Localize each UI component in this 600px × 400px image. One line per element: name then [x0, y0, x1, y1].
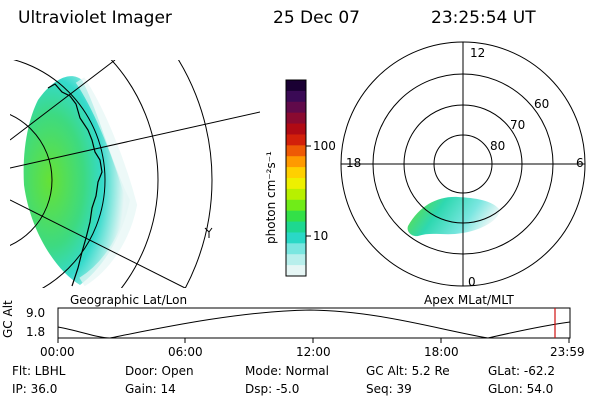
color-scale-bar — [286, 80, 306, 277]
colorbar-swatch — [286, 101, 306, 114]
time-tick-0600: 06:00 — [168, 345, 203, 359]
colorbar-swatch — [286, 145, 306, 157]
colorbar-swatch — [286, 167, 306, 179]
altitude-axis-label: GC Alt — [1, 300, 15, 338]
aurora-oval — [407, 196, 500, 237]
colorbar-unit-label: photon cm⁻²s⁻¹ — [264, 151, 278, 244]
colorbar-tick-100: 100 — [313, 139, 336, 153]
colorbar-swatch — [286, 112, 306, 125]
door-label: Door: Open — [125, 364, 194, 378]
colorbar-swatch — [286, 123, 306, 135]
glat-label: GLat: -62.2 — [488, 364, 555, 378]
mlt-label-12: 12 — [470, 46, 486, 60]
colorbar-swatch — [286, 178, 306, 190]
colorbar-swatch — [286, 221, 306, 233]
mlt-label-0: 0 — [468, 275, 476, 289]
colorbar-swatch — [286, 156, 306, 168]
geographic-map — [10, 60, 260, 288]
colorbar-swatch — [286, 254, 306, 266]
seq-label: Seq: 39 — [366, 382, 412, 396]
colorbar-swatch — [286, 199, 306, 212]
colorbar-tick-10: 10 — [313, 229, 329, 243]
geo-panel-caption: Geographic Lat/Lon — [70, 293, 188, 307]
time-tick-1800: 18:00 — [424, 345, 459, 359]
colorbar-swatch — [286, 243, 306, 255]
gain-label: Gain: 14 — [125, 382, 176, 396]
time-tick-0000: 00:00 — [40, 345, 75, 359]
colorbar-swatch — [286, 134, 306, 146]
date-label: 25 Dec 07 — [273, 8, 360, 28]
alt-tick-9: 9.0 — [26, 306, 46, 320]
colorbar-swatch — [286, 265, 306, 277]
mlt-label-18: 18 — [346, 156, 362, 170]
time-tick-1200: 12:00 — [296, 345, 331, 359]
polar-map — [340, 41, 586, 287]
time-label: 23:25:54 UT — [431, 8, 536, 28]
colorbar-swatch — [286, 232, 306, 244]
gc-alt-label: GC Alt: 5.2 Re — [366, 364, 450, 378]
ip-label: IP: 36.0 — [12, 382, 58, 396]
colorbar-swatch — [286, 90, 306, 103]
colorbar-swatch — [286, 188, 306, 201]
colorbar-swatch — [286, 80, 306, 92]
mode-label: Mode: Normal — [245, 364, 329, 378]
colorbar-swatch — [286, 210, 306, 223]
island-mark — [204, 227, 213, 238]
filter-label: Flt: LBHL — [12, 364, 66, 378]
lat-label-60: 60 — [534, 97, 550, 111]
altitude-curve — [57, 309, 571, 339]
coastline — [47, 83, 103, 287]
lat-label-70: 70 — [510, 118, 526, 132]
alt-tick-1-8: 1.8 — [26, 325, 46, 339]
altitude-timeline — [57, 307, 571, 343]
instrument-title: Ultraviolet Imager — [18, 8, 172, 28]
aurora-emission-geo — [23, 76, 130, 285]
polar-panel-caption: Apex MLat/MLT — [424, 293, 514, 307]
glon-label: GLon: 54.0 — [488, 382, 554, 396]
time-tick-2359: 23:59 — [550, 345, 585, 359]
mlt-label-6: 6 — [576, 156, 584, 170]
dsp-label: Dsp: -5.0 — [245, 382, 300, 396]
lat-label-80: 80 — [490, 139, 506, 153]
